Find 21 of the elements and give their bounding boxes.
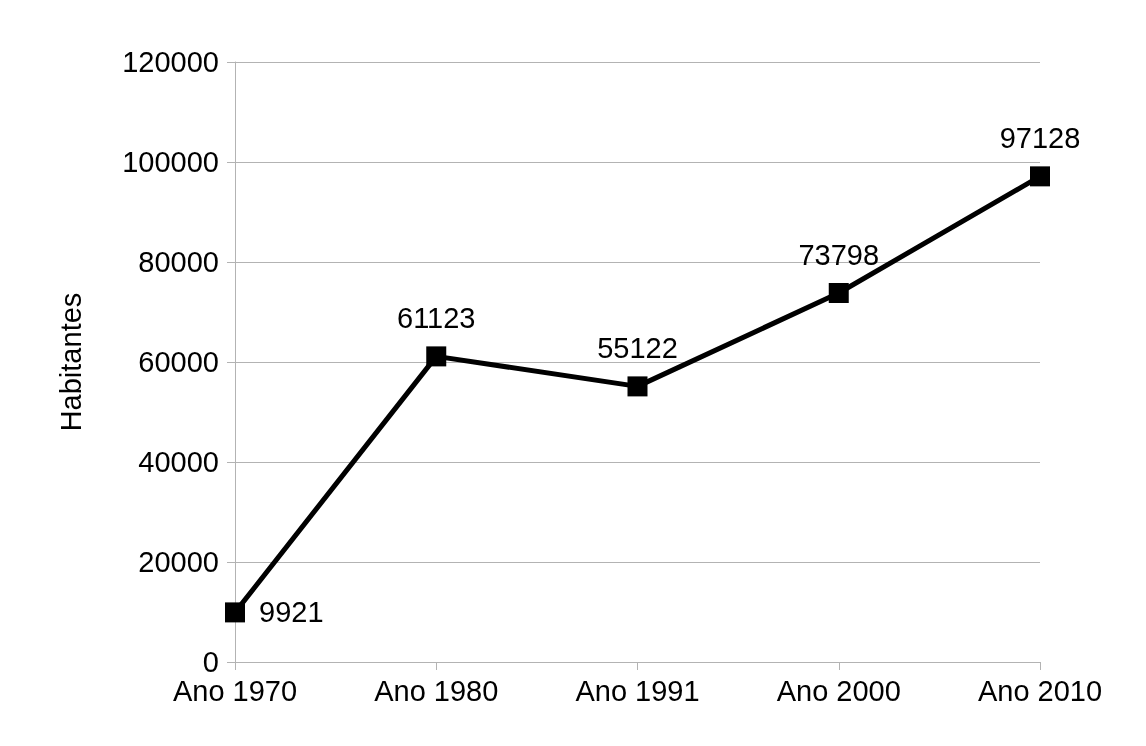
point xyxy=(828,283,849,304)
y-tick-label: 80000 xyxy=(138,246,219,278)
data-label: 55122 xyxy=(597,331,678,364)
y-tick-label: 20000 xyxy=(138,546,219,578)
y-tick-label: 120000 xyxy=(122,46,219,78)
y-tick-label: 100000 xyxy=(122,146,219,178)
point xyxy=(1030,166,1050,187)
x-tick-label: Ano 1980 xyxy=(374,674,499,707)
point xyxy=(225,602,245,623)
data-label: 97128 xyxy=(999,121,1081,154)
data-label: 9921 xyxy=(259,596,324,629)
x-tick-label: Ano 2000 xyxy=(776,674,901,707)
data-label: 73798 xyxy=(798,238,880,271)
data-label: 61123 xyxy=(397,301,476,334)
point xyxy=(426,346,447,367)
y-tick-label: 40000 xyxy=(138,446,219,478)
point xyxy=(627,376,648,397)
y-axis-title: Habitantes xyxy=(54,292,87,432)
y-tick-label: 60000 xyxy=(138,346,219,378)
x-tick-label: Ano 2010 xyxy=(977,674,1103,707)
x-tick-label: Ano 1991 xyxy=(575,674,700,707)
